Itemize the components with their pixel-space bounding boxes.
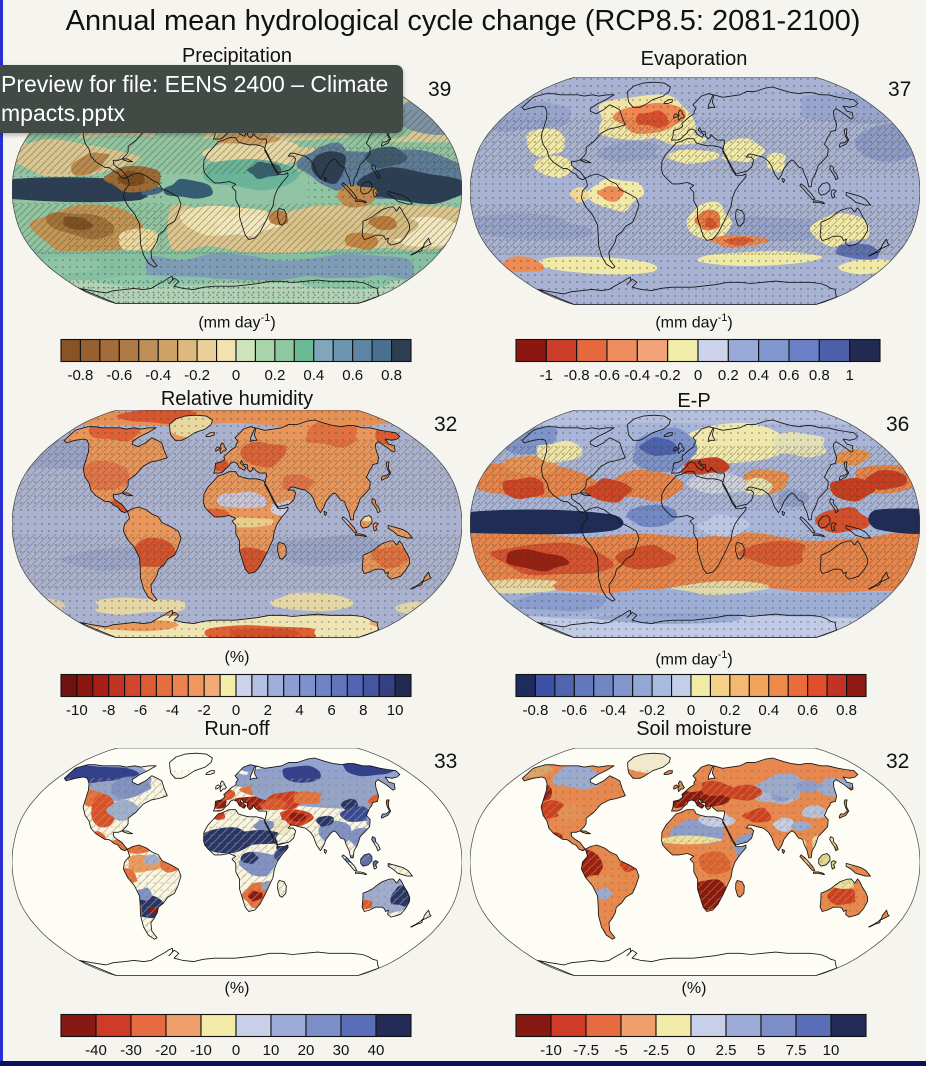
- svg-text:7.5: 7.5: [786, 1042, 807, 1059]
- svg-text:0.8: 0.8: [809, 367, 830, 384]
- svg-text:0.4: 0.4: [758, 702, 779, 719]
- svg-text:10: 10: [823, 1042, 840, 1059]
- svg-text:-0.4: -0.4: [600, 702, 626, 719]
- svg-text:-0.6: -0.6: [561, 702, 587, 719]
- svg-text:40: 40: [368, 1042, 385, 1059]
- svg-text:0: 0: [232, 367, 240, 384]
- svg-text:-7.5: -7.5: [573, 1042, 599, 1059]
- svg-text:-0.4: -0.4: [145, 367, 171, 384]
- svg-text:2: 2: [264, 702, 272, 719]
- svg-text:-0.8: -0.8: [67, 367, 93, 384]
- svg-text:-5: -5: [614, 1042, 627, 1059]
- svg-text:-30: -30: [120, 1042, 142, 1059]
- svg-text:10: 10: [387, 702, 404, 719]
- svg-text:-8: -8: [102, 702, 115, 719]
- svg-text:-0.8: -0.8: [522, 702, 548, 719]
- svg-text:-4: -4: [166, 702, 179, 719]
- svg-text:0: 0: [232, 1042, 240, 1059]
- svg-text:5: 5: [757, 1042, 765, 1059]
- svg-text:0.2: 0.2: [718, 367, 739, 384]
- svg-text:-0.2: -0.2: [655, 367, 681, 384]
- svg-text:0.6: 0.6: [342, 367, 363, 384]
- svg-text:-10: -10: [66, 702, 88, 719]
- svg-text:-1: -1: [540, 367, 553, 384]
- svg-text:6: 6: [327, 702, 335, 719]
- svg-text:0: 0: [232, 702, 240, 719]
- svg-text:2.5: 2.5: [716, 1042, 737, 1059]
- svg-text:-0.6: -0.6: [594, 367, 620, 384]
- svg-text:20: 20: [298, 1042, 315, 1059]
- svg-text:-10: -10: [540, 1042, 562, 1059]
- svg-text:8: 8: [359, 702, 367, 719]
- svg-text:0: 0: [687, 1042, 695, 1059]
- svg-text:-2.5: -2.5: [643, 1042, 669, 1059]
- svg-text:-0.4: -0.4: [624, 367, 650, 384]
- svg-text:-0.6: -0.6: [106, 367, 132, 384]
- svg-text:-6: -6: [134, 702, 147, 719]
- svg-text:-2: -2: [198, 702, 211, 719]
- svg-text:0.2: 0.2: [264, 367, 285, 384]
- svg-text:30: 30: [333, 1042, 350, 1059]
- svg-text:0.8: 0.8: [836, 702, 857, 719]
- svg-text:0.4: 0.4: [303, 367, 324, 384]
- svg-text:0.8: 0.8: [381, 367, 402, 384]
- svg-text:4: 4: [295, 702, 303, 719]
- svg-text:10: 10: [263, 1042, 280, 1059]
- svg-text:0: 0: [694, 367, 702, 384]
- svg-text:-20: -20: [155, 1042, 177, 1059]
- svg-text:0: 0: [687, 702, 695, 719]
- svg-text:0.2: 0.2: [719, 702, 740, 719]
- svg-text:-0.2: -0.2: [184, 367, 210, 384]
- svg-text:0.4: 0.4: [748, 367, 769, 384]
- svg-text:-0.8: -0.8: [564, 367, 590, 384]
- svg-text:1: 1: [846, 367, 854, 384]
- svg-text:0.6: 0.6: [797, 702, 818, 719]
- svg-text:0.6: 0.6: [779, 367, 800, 384]
- svg-text:-10: -10: [190, 1042, 212, 1059]
- svg-text:-0.2: -0.2: [639, 702, 665, 719]
- svg-text:-40: -40: [85, 1042, 107, 1059]
